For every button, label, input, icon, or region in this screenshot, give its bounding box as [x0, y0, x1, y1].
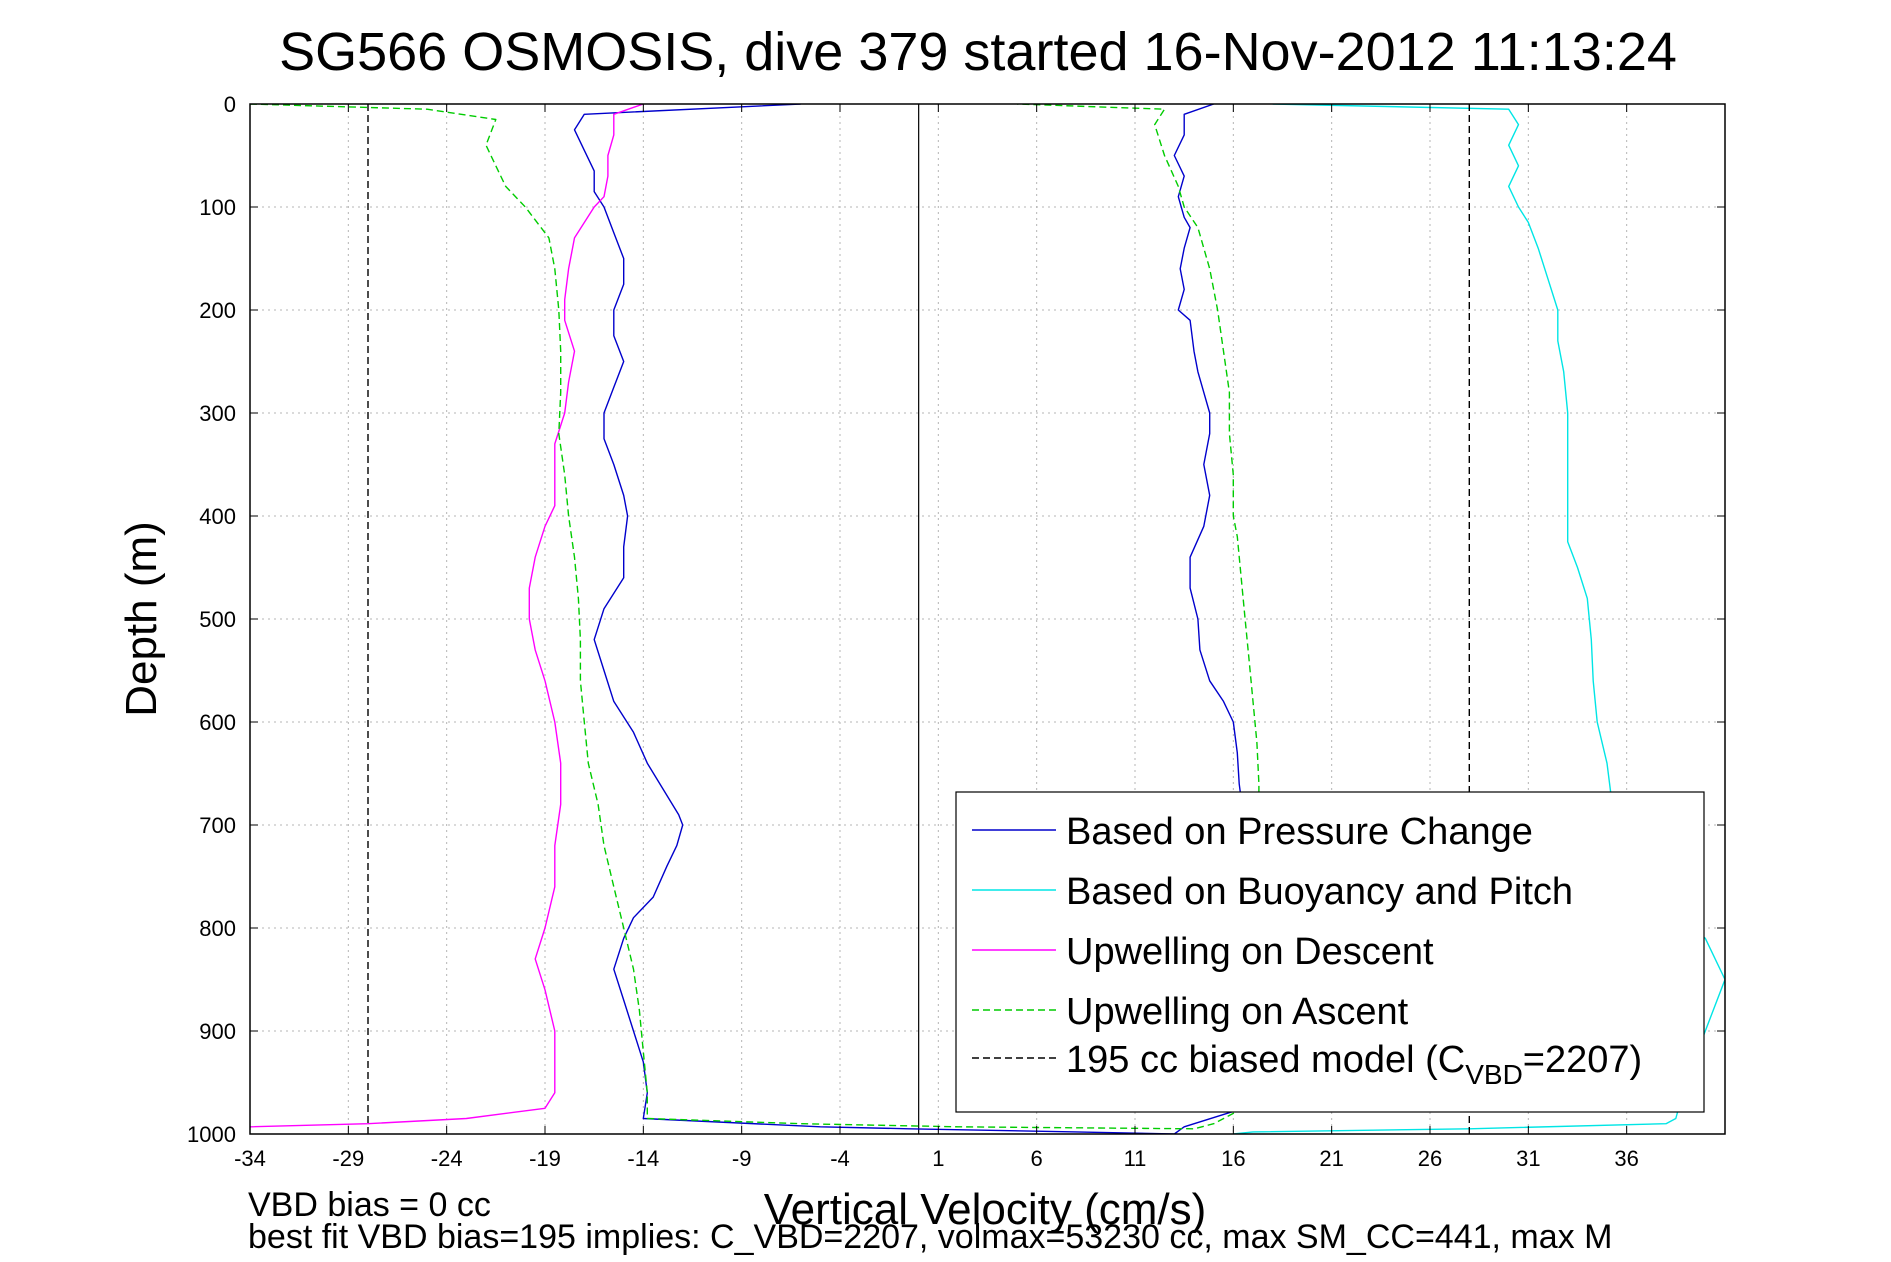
y-tick-label: 900: [199, 1019, 236, 1044]
x-tick-label: 31: [1516, 1146, 1540, 1171]
x-tick-label: -24: [431, 1146, 463, 1171]
y-axis-label: Depth (m): [117, 521, 166, 717]
y-tick-label: 800: [199, 916, 236, 941]
legend-label-text: Upwelling on Descent: [1066, 931, 1434, 973]
plot-area: [250, 104, 1725, 1134]
legend-label: 195 cc biased model (CVBD=2207): [1066, 1039, 1642, 1090]
x-tick-label: -19: [529, 1146, 561, 1171]
footer-line-1: VBD bias = 0 cc: [248, 1186, 491, 1224]
legend-label: Based on Pressure Change: [1066, 811, 1533, 853]
legend-label: Based on Buoyancy and Pitch: [1066, 871, 1573, 913]
y-tick-label: 300: [199, 401, 236, 426]
x-tick-label: 6: [1031, 1146, 1043, 1171]
y-tick-label: 1000: [187, 1122, 236, 1147]
x-tick-label: -14: [627, 1146, 659, 1171]
y-tick-label: 200: [199, 298, 236, 323]
series-layer: [250, 104, 1725, 1134]
legend-label-text: Based on Pressure Change: [1066, 811, 1533, 853]
legend-label-text: Upwelling on Ascent: [1066, 991, 1409, 1033]
x-tick-label: -9: [732, 1146, 752, 1171]
legend-label-text: Based on Buoyancy and Pitch: [1066, 871, 1573, 913]
series-line-4: [250, 104, 1260, 1130]
chart-title: SG566 OSMOSIS, dive 379 started 16-Nov-2…: [279, 22, 1677, 82]
legend: Based on Pressure Change Based on Buoyanc…: [955, 791, 1705, 1113]
axis-ticks: -34 -29 -24 -19 -14 -9 -4 1 6 11 16 21 26 31 360100200…: [187, 92, 1725, 1171]
y-tick-label: 700: [199, 813, 236, 838]
footer-line-2: best fit VBD bias=195 implies: C_VBD=220…: [248, 1218, 1612, 1256]
x-tick-label: 11: [1124, 1146, 1147, 1171]
legend-label-subscript: VBD: [1465, 1059, 1523, 1090]
series-line-3: [250, 104, 644, 1128]
x-tick-label: 1: [932, 1146, 944, 1171]
y-tick-label: 500: [199, 607, 236, 632]
y-tick-label: 0: [224, 92, 236, 117]
series-line-1: [573, 104, 1244, 1134]
x-tick-label: 36: [1614, 1146, 1638, 1171]
x-tick-label: 16: [1221, 1146, 1245, 1171]
legend-label: Upwelling on Ascent: [1066, 991, 1409, 1033]
legend-label: Upwelling on Descent: [1066, 931, 1434, 973]
y-tick-label: 100: [199, 195, 236, 220]
x-tick-label: 26: [1418, 1146, 1442, 1171]
x-tick-label: -29: [332, 1146, 364, 1171]
x-axis-label: Vertical Velocity (cm/s): [764, 1185, 1207, 1234]
legend-label-text: 195 cc biased model (C: [1066, 1039, 1465, 1081]
y-tick-label: 400: [199, 504, 236, 529]
x-tick-label: -34: [234, 1146, 266, 1171]
series-line-2: [1233, 104, 1725, 1134]
legend-box: [955, 791, 1705, 1113]
x-tick-label: -4: [830, 1146, 850, 1171]
y-tick-label: 600: [199, 710, 236, 735]
legend-label-suffix: =2207): [1523, 1039, 1642, 1081]
x-tick-label: 21: [1319, 1146, 1343, 1171]
